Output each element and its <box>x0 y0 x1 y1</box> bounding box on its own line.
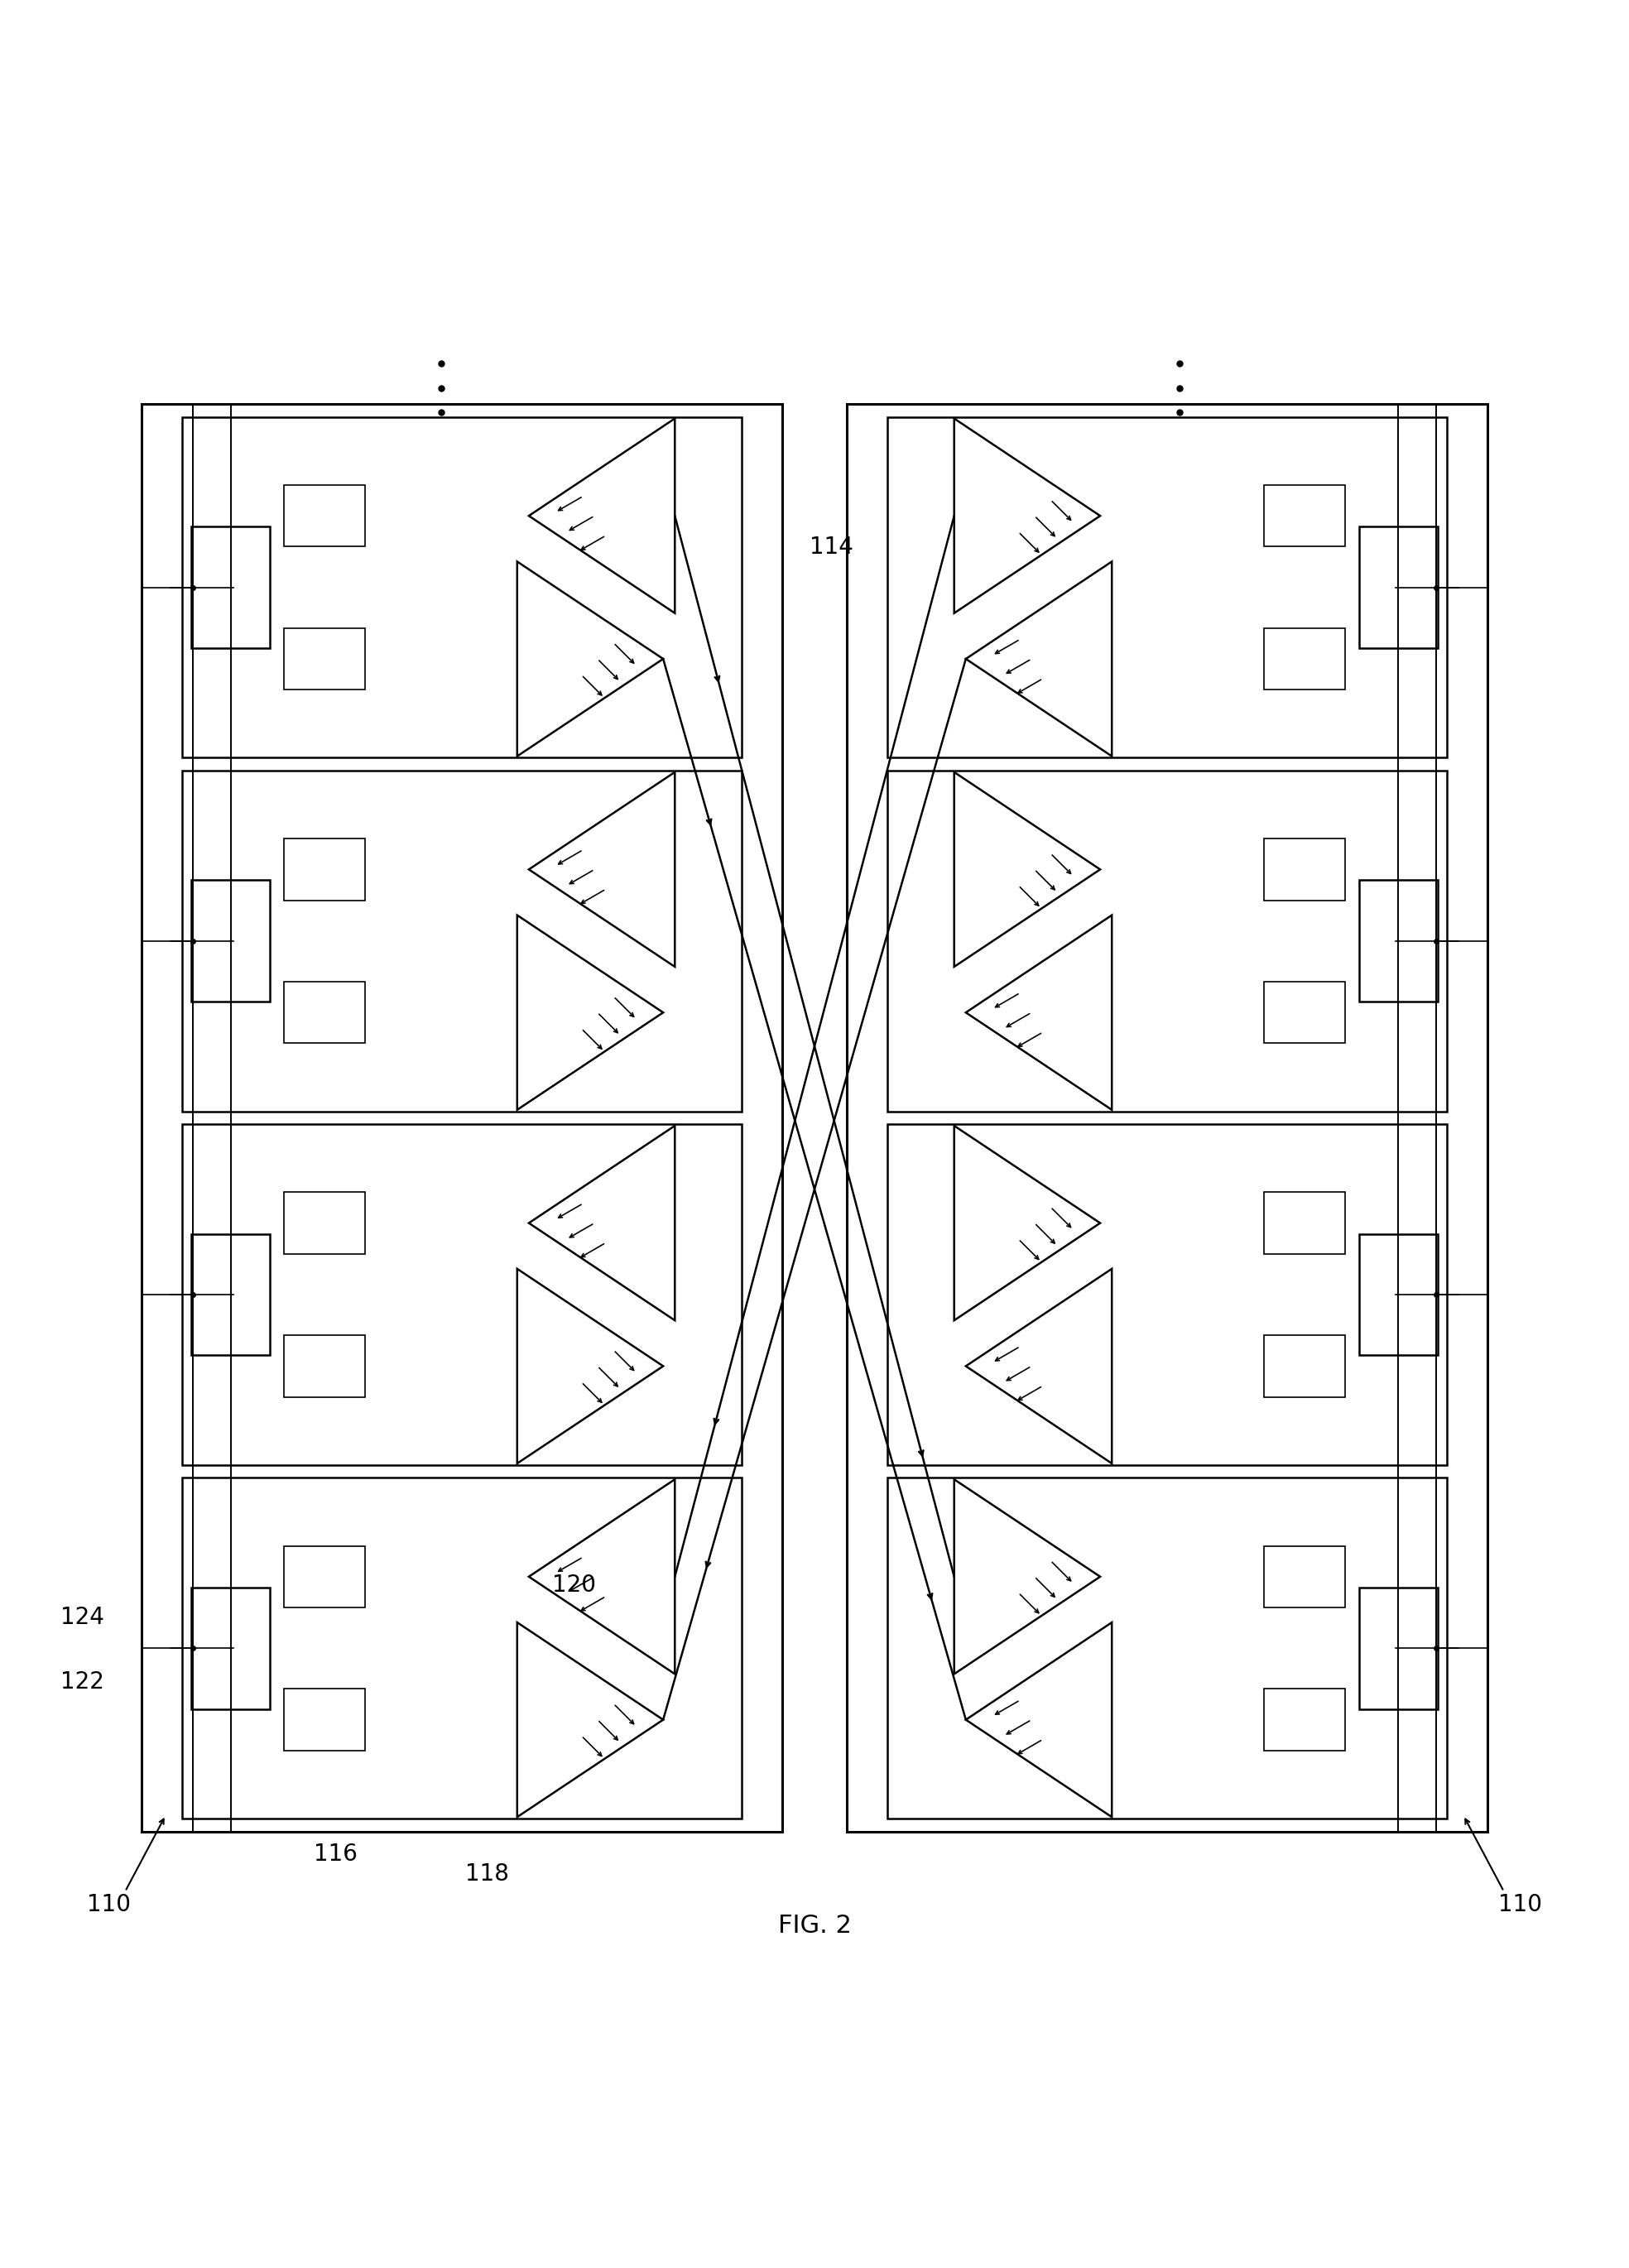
Bar <box>1264 628 1346 689</box>
Text: 120: 120 <box>552 1574 596 1597</box>
Text: 122: 122 <box>60 1672 104 1694</box>
Bar <box>192 526 269 649</box>
Text: 110: 110 <box>86 1894 130 1916</box>
Bar <box>283 1690 365 1751</box>
Bar <box>1360 880 1437 1002</box>
Bar <box>283 1193 365 1254</box>
Bar <box>283 1336 365 1397</box>
Bar <box>888 1479 1447 1819</box>
Text: FIG. 2: FIG. 2 <box>777 1914 852 1937</box>
Text: 110: 110 <box>1499 1894 1543 1916</box>
Bar <box>1264 1547 1346 1608</box>
Bar <box>283 839 365 900</box>
Bar <box>182 1479 741 1819</box>
Bar <box>182 1125 741 1465</box>
Bar <box>888 417 1447 758</box>
Bar <box>847 404 1487 1833</box>
Bar <box>192 1234 269 1356</box>
Bar <box>1264 839 1346 900</box>
Bar <box>192 880 269 1002</box>
Bar <box>1360 1588 1437 1710</box>
Bar <box>888 771 1447 1111</box>
Bar <box>1264 485 1346 547</box>
Bar <box>1360 526 1437 649</box>
Bar <box>1264 982 1346 1043</box>
Bar <box>283 982 365 1043</box>
Bar <box>182 417 741 758</box>
Bar <box>283 1547 365 1608</box>
Bar <box>182 771 741 1111</box>
Bar <box>1264 1193 1346 1254</box>
Bar <box>1264 1690 1346 1751</box>
Bar <box>1360 1234 1437 1356</box>
Text: 118: 118 <box>464 1862 508 1885</box>
Bar <box>888 1125 1447 1465</box>
Bar <box>1264 1336 1346 1397</box>
Bar <box>192 1588 269 1710</box>
Text: 124: 124 <box>60 1606 104 1628</box>
Text: 114: 114 <box>810 535 854 558</box>
Bar <box>283 628 365 689</box>
Text: 116: 116 <box>314 1842 358 1867</box>
Bar <box>283 485 365 547</box>
Bar <box>142 404 782 1833</box>
